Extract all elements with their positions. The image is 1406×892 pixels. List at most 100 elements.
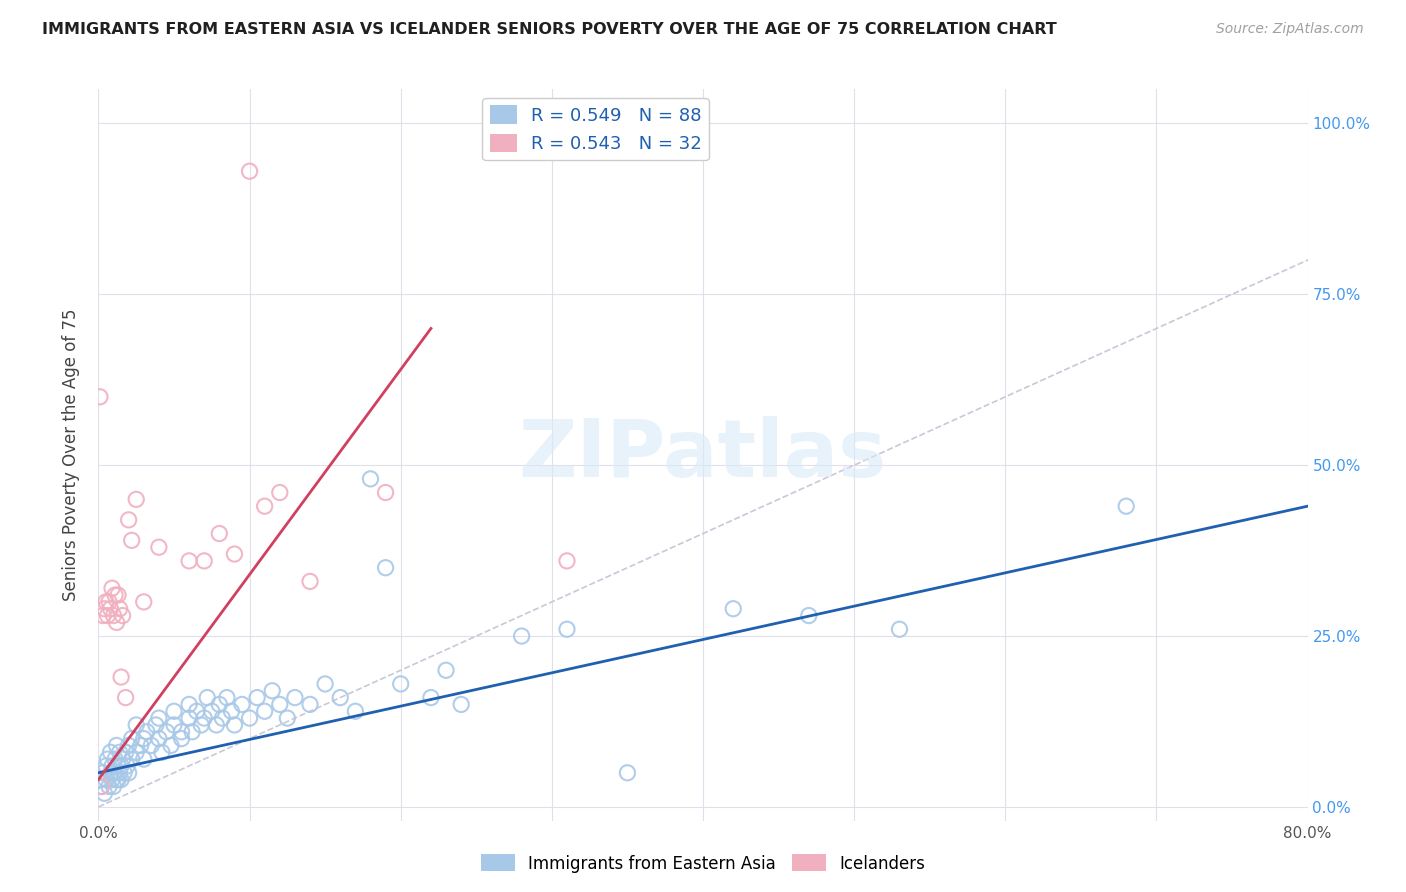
Point bbox=[179, 554, 201, 568]
Point bbox=[269, 485, 291, 500]
Point bbox=[276, 711, 298, 725]
Point bbox=[374, 560, 396, 574]
Point bbox=[98, 780, 121, 794]
Point bbox=[148, 711, 170, 725]
Point bbox=[94, 772, 117, 787]
Point bbox=[110, 759, 132, 773]
Point bbox=[269, 698, 291, 712]
Point bbox=[239, 164, 262, 178]
Point bbox=[105, 739, 128, 753]
Point bbox=[145, 718, 167, 732]
Point bbox=[360, 472, 382, 486]
Point bbox=[96, 608, 118, 623]
Point bbox=[555, 554, 578, 568]
Point bbox=[105, 615, 128, 630]
Point bbox=[121, 731, 143, 746]
Point bbox=[100, 745, 122, 759]
Point bbox=[125, 492, 148, 507]
Point bbox=[110, 772, 132, 787]
Point bbox=[118, 765, 141, 780]
Point bbox=[94, 595, 117, 609]
Point bbox=[284, 690, 307, 705]
Point bbox=[121, 752, 143, 766]
Point bbox=[163, 718, 186, 732]
Point bbox=[101, 772, 124, 787]
Point bbox=[132, 752, 155, 766]
Point bbox=[94, 759, 117, 773]
Point bbox=[299, 698, 322, 712]
Point bbox=[115, 759, 138, 773]
Point bbox=[104, 752, 127, 766]
Point bbox=[150, 745, 173, 759]
Point bbox=[101, 581, 124, 595]
Point bbox=[103, 765, 125, 780]
Point bbox=[107, 588, 129, 602]
Point bbox=[91, 608, 114, 623]
Point bbox=[181, 724, 204, 739]
Point bbox=[555, 622, 578, 636]
Point bbox=[208, 526, 231, 541]
Text: Source: ZipAtlas.com: Source: ZipAtlas.com bbox=[1216, 22, 1364, 37]
Text: ZIPatlas: ZIPatlas bbox=[519, 416, 887, 494]
Point bbox=[114, 690, 136, 705]
Point bbox=[100, 601, 122, 615]
Point bbox=[103, 608, 125, 623]
Point bbox=[193, 554, 215, 568]
Y-axis label: Seniors Poverty Over the Age of 75: Seniors Poverty Over the Age of 75 bbox=[62, 309, 80, 601]
Point bbox=[450, 698, 472, 712]
Point bbox=[160, 739, 183, 753]
Point bbox=[90, 780, 112, 794]
Point bbox=[110, 670, 132, 684]
Legend: R = 0.549   N = 88, R = 0.543   N = 32: R = 0.549 N = 88, R = 0.543 N = 32 bbox=[482, 98, 709, 161]
Point bbox=[239, 711, 262, 725]
Point bbox=[104, 765, 127, 780]
Point bbox=[100, 765, 122, 780]
Point bbox=[374, 485, 396, 500]
Point bbox=[201, 704, 224, 718]
Point bbox=[224, 547, 246, 561]
Point bbox=[132, 595, 155, 609]
Point bbox=[96, 752, 118, 766]
Point bbox=[121, 533, 143, 548]
Point bbox=[253, 499, 276, 513]
Point bbox=[132, 731, 155, 746]
Point bbox=[195, 690, 218, 705]
Point bbox=[129, 739, 152, 753]
Point bbox=[135, 724, 157, 739]
Point bbox=[105, 772, 128, 787]
Point bbox=[125, 718, 148, 732]
Point bbox=[112, 765, 135, 780]
Point bbox=[1115, 499, 1137, 513]
Point bbox=[90, 780, 112, 794]
Point bbox=[107, 772, 129, 787]
Point bbox=[148, 540, 170, 554]
Point bbox=[616, 765, 638, 780]
Point bbox=[224, 718, 246, 732]
Point bbox=[108, 745, 131, 759]
Point bbox=[155, 724, 177, 739]
Point bbox=[434, 663, 457, 677]
Point bbox=[389, 677, 412, 691]
Point bbox=[329, 690, 352, 705]
Point bbox=[93, 601, 115, 615]
Point bbox=[186, 704, 208, 718]
Point bbox=[221, 704, 243, 718]
Point bbox=[179, 711, 201, 725]
Point bbox=[205, 718, 228, 732]
Point bbox=[211, 711, 233, 725]
Point bbox=[111, 752, 134, 766]
Point bbox=[208, 698, 231, 712]
Point bbox=[111, 608, 134, 623]
Point bbox=[420, 690, 443, 705]
Point bbox=[723, 601, 745, 615]
Point bbox=[344, 704, 367, 718]
Point bbox=[314, 677, 336, 691]
Point bbox=[118, 513, 141, 527]
Text: IMMIGRANTS FROM EASTERN ASIA VS ICELANDER SENIORS POVERTY OVER THE AGE OF 75 COR: IMMIGRANTS FROM EASTERN ASIA VS ICELANDE… bbox=[42, 22, 1057, 37]
Point bbox=[103, 780, 125, 794]
Point bbox=[193, 711, 215, 725]
Point bbox=[118, 739, 141, 753]
Point bbox=[141, 739, 163, 753]
Point bbox=[179, 698, 201, 712]
Point bbox=[231, 698, 253, 712]
